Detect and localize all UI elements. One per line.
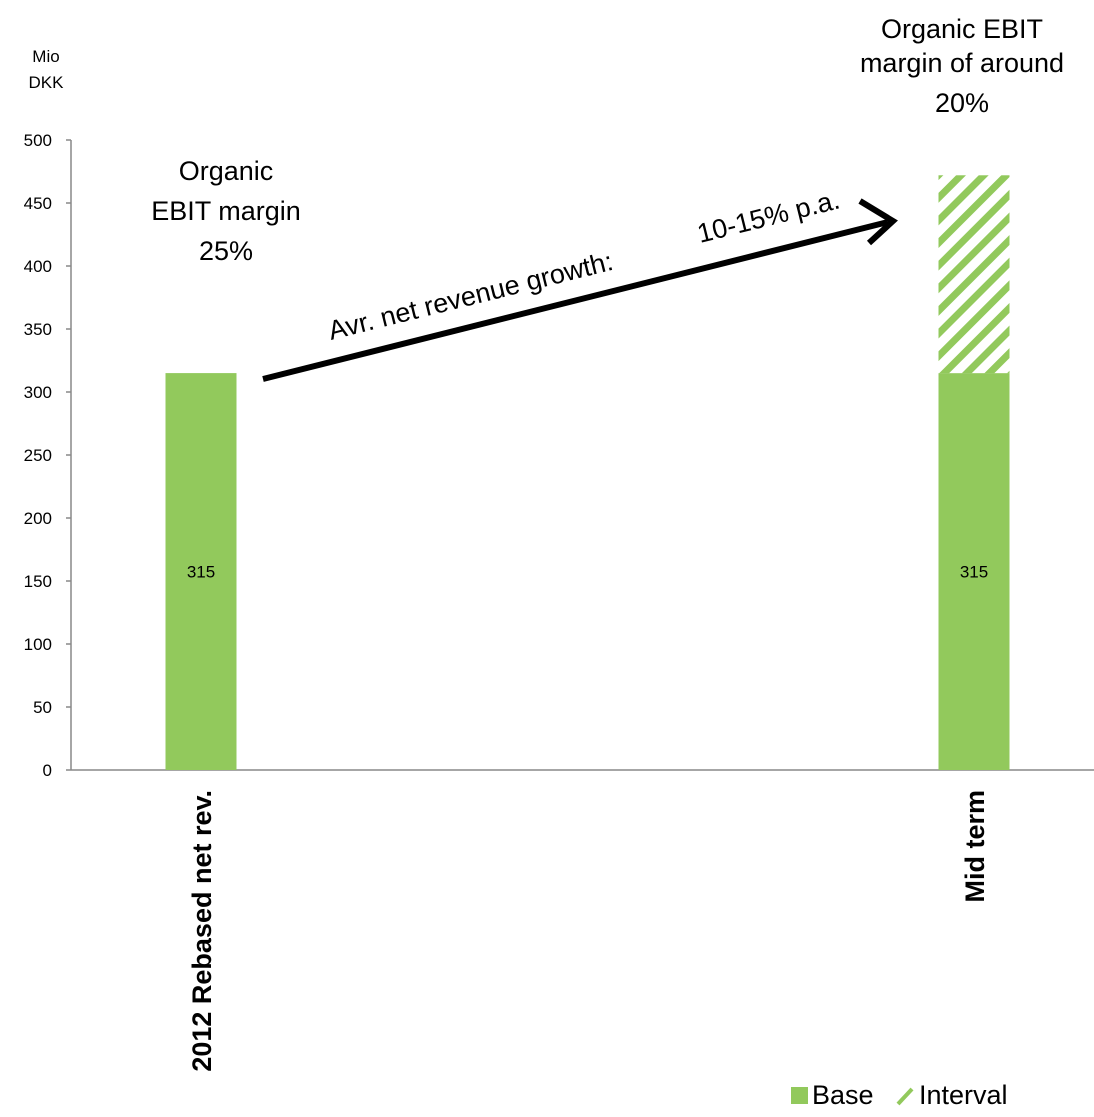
y-unit-line-1: Mio: [32, 47, 59, 66]
y-axis-ticks: 0 50 100 150 200 250 300 350 400 450 500: [24, 131, 71, 780]
category-labels: 2012 Rebased net rev. Mid term: [187, 790, 990, 1072]
y-tick-label: 300: [24, 383, 52, 402]
bar-base-1: [938, 373, 1010, 770]
y-tick-label: 0: [43, 761, 52, 780]
y-tick-label: 200: [24, 509, 52, 528]
y-tick-label: 250: [24, 446, 52, 465]
y-unit-line-2: DKK: [29, 73, 65, 92]
category-label: Mid term: [960, 790, 990, 903]
y-tick-label: 350: [24, 320, 52, 339]
data-label: 315: [187, 563, 215, 582]
y-tick-label: 500: [24, 131, 52, 150]
legend-label-base: Base: [812, 1080, 874, 1110]
y-tick-label: 100: [24, 635, 52, 654]
y-tick-label: 50: [33, 698, 52, 717]
legend-label-interval: Interval: [919, 1080, 1008, 1110]
growth-arrow: [262, 198, 898, 382]
y-tick-label: 150: [24, 572, 52, 591]
right-margin-note-line-2: margin of around: [860, 48, 1064, 78]
y-tick-label: 450: [24, 194, 52, 213]
right-margin-note-line-1: Organic EBIT: [881, 14, 1043, 44]
data-labels: 315 315: [187, 563, 988, 582]
bar-interval-1: [938, 175, 1010, 374]
category-label: 2012 Rebased net rev.: [187, 790, 217, 1072]
right-margin-note-line-3: 20%: [935, 88, 989, 118]
arrow-label-a: Avr. net revenue growth:: [325, 246, 616, 346]
left-margin-note-line-2: EBIT margin: [151, 196, 301, 226]
bars: [165, 175, 1010, 770]
data-label: 315: [960, 563, 988, 582]
legend-swatch-interval: [896, 1087, 914, 1106]
left-margin-note-line-3: 25%: [199, 236, 253, 266]
y-tick-label: 400: [24, 257, 52, 276]
legend: Base Interval: [791, 1080, 1008, 1110]
left-margin-note-line-1: Organic: [179, 156, 274, 186]
bar-base-0: [165, 373, 237, 770]
legend-swatch-base: [791, 1087, 808, 1104]
